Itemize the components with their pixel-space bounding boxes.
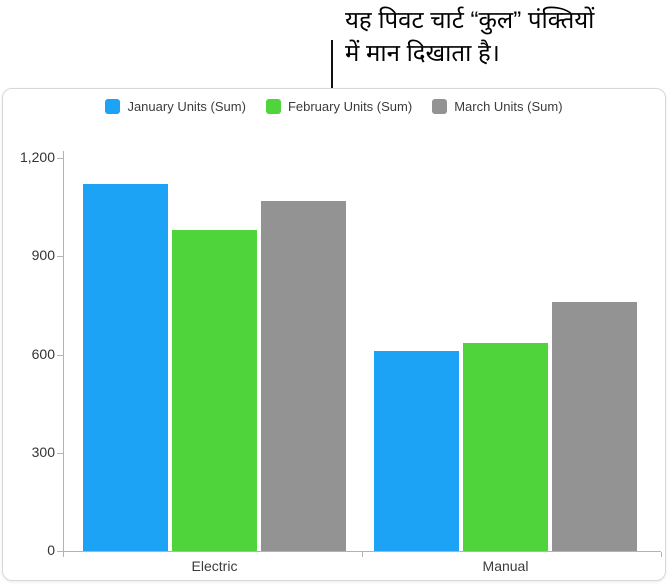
y-tick-mark [57,452,63,454]
legend-label: January Units (Sum) [127,99,246,114]
x-tick-mark [661,552,662,557]
callout-text: यह पिवट चार्ट “कुल” पंक्तियों में मान दि… [345,4,594,70]
bar-manual-series-0 [374,351,459,551]
legend-swatch-icon [432,99,448,114]
legend-swatch-icon [265,99,281,114]
bar-electric-series-1 [172,230,257,551]
legend-item-0: January Units (Sum) [105,99,246,114]
y-tick-label: 900 [31,247,55,264]
x-axis-baseline [63,551,661,552]
legend-label: February Units (Sum) [287,99,413,114]
bar-electric-series-0 [83,184,168,551]
y-tick-mark [57,158,63,159]
bar-manual-series-2 [552,302,637,551]
bar-manual-series-1 [463,343,548,551]
callout-connector-line [331,40,333,92]
y-axis-line [63,151,64,551]
legend-item-2: March Units (Sum) [432,99,563,114]
y-tick-label: 1,200 [19,149,55,165]
chart-card: January Units (Sum) February Units (Sum) M… [2,88,666,581]
bar-electric-series-2 [261,201,346,551]
x-tick-mark [63,552,64,557]
y-tick-mark [57,551,63,552]
y-tick-label: 600 [31,345,55,362]
callout-line-1: यह पिवट चार्ट “कुल” पंक्तियों [345,7,595,34]
y-tick-label: 0 [47,542,55,558]
legend-item-1: February Units (Sum) [265,99,413,114]
legend-label: March Units (Sum) [454,99,563,114]
legend-swatch-icon [105,99,121,114]
category-label-electric: Electric [191,558,238,574]
callout-line-2: में मान दिखाता है। [345,40,500,67]
x-tick-mark [362,552,363,557]
category-label-manual: Manual [482,558,529,574]
y-tick-mark [57,256,63,258]
chart-legend: January Units (Sum) February Units (Sum) M… [3,99,665,114]
y-tick-mark [57,354,63,356]
y-tick-label: 300 [31,443,55,460]
